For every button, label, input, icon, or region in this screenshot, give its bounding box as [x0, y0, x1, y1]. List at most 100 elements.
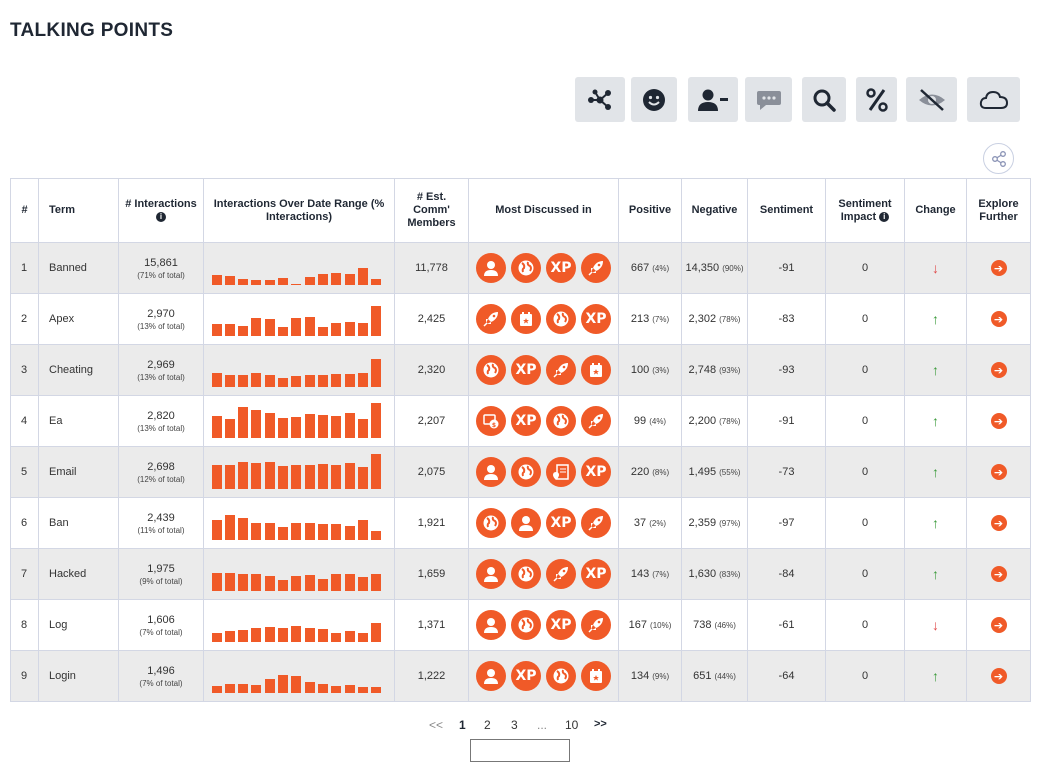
sentiment-button[interactable]: [631, 77, 677, 122]
col-over-range[interactable]: Interactions Over Date Range (% Interact…: [203, 178, 395, 243]
info-icon[interactable]: i: [156, 211, 166, 222]
xp-icon[interactable]: XP: [581, 457, 611, 487]
negative-pct: (78%): [719, 417, 741, 426]
rocket-icon[interactable]: [581, 610, 611, 640]
sparkline-bar: [251, 373, 262, 387]
col-impact[interactable]: Sentiment Impact i: [825, 178, 905, 243]
search-button[interactable]: [802, 77, 846, 122]
positive-pct: (2%): [649, 519, 667, 528]
share-button[interactable]: [983, 143, 1014, 174]
page-link-3[interactable]: 3: [511, 718, 518, 732]
hide-button[interactable]: [906, 77, 957, 122]
percent-button[interactable]: [856, 77, 897, 122]
xp-icon[interactable]: XP: [511, 406, 541, 436]
sparkline-bar: [304, 375, 315, 387]
globe-icon[interactable]: [511, 559, 541, 589]
user-icon[interactable]: [511, 508, 541, 538]
table-row[interactable]: 8 Log 1,606 (7% of total) 1,371 XP 167 (10%) 73…: [10, 599, 1031, 651]
positive-count: 213: [630, 313, 650, 325]
sparkline-bar: [317, 415, 328, 438]
user-icon[interactable]: [476, 661, 506, 691]
calendar-icon[interactable]: [511, 304, 541, 334]
page-link-1[interactable]: 1: [459, 718, 466, 732]
xp-icon[interactable]: XP: [546, 508, 576, 538]
remove-user-button[interactable]: [688, 77, 738, 122]
row-rank: 9: [10, 650, 39, 702]
sparkline-bar: [278, 580, 288, 591]
explore-arrow-icon[interactable]: ➔: [990, 362, 1007, 378]
info-icon[interactable]: i: [879, 211, 890, 222]
globe-icon[interactable]: [511, 610, 541, 640]
sparkline-bar: [331, 524, 342, 540]
col-members[interactable]: # Est. Comm' Members: [394, 178, 469, 243]
interaction-share: (12% of total): [137, 474, 185, 484]
col-negative[interactable]: Negative: [681, 178, 748, 243]
comments-button[interactable]: [745, 77, 792, 122]
explore-arrow-icon[interactable]: ➔: [990, 566, 1007, 582]
col-change[interactable]: Change: [904, 178, 967, 243]
row-impact: 0: [825, 548, 905, 600]
user-icon[interactable]: [476, 253, 506, 283]
sparkline-bar: [331, 323, 342, 336]
explore-arrow-icon[interactable]: ➔: [990, 413, 1007, 429]
explore-arrow-icon[interactable]: ➔: [990, 515, 1007, 531]
globe-icon[interactable]: [546, 304, 576, 334]
table-row[interactable]: 7 Hacked 1,975 (9% of total) 1,659 XP 143 (7%)…: [10, 548, 1031, 600]
next-page-link[interactable]: >>: [594, 718, 607, 730]
user-icon[interactable]: [476, 559, 506, 589]
sparkline-bar: [278, 466, 288, 489]
explore-arrow-icon[interactable]: ➔: [990, 464, 1007, 480]
col-sentiment[interactable]: Sentiment: [747, 178, 826, 243]
xp-icon[interactable]: XP: [546, 610, 576, 640]
globe-icon[interactable]: [511, 457, 541, 487]
table-row[interactable]: 4 Ea 2,820 (13% of total) 2,207 $ XP 99 (4%) 2,2…: [10, 395, 1031, 447]
row-members: 2,425: [394, 293, 469, 345]
table-row[interactable]: 1 Banned 15,861 (71% of total) 11,778 XP 667 (…: [10, 242, 1031, 294]
sparkline-bar: [291, 676, 302, 693]
rocket-icon[interactable]: [581, 406, 611, 436]
explore-arrow-icon[interactable]: ➔: [990, 260, 1007, 276]
explore-arrow-icon[interactable]: ➔: [990, 668, 1007, 684]
calendar-icon[interactable]: [581, 661, 611, 691]
globe-icon[interactable]: [476, 355, 506, 385]
sparkline-bar: [317, 629, 328, 642]
rocket-icon[interactable]: [581, 253, 611, 283]
table-row[interactable]: 9 Login 1,496 (7% of total) 1,222 XP 134 (9%) 6…: [10, 650, 1031, 702]
user-icon[interactable]: [476, 457, 506, 487]
page-link-2[interactable]: 2: [484, 718, 491, 732]
table-row[interactable]: 6 Ban 2,439 (11% of total) 1,921 XP 37 (2%) 2,3…: [10, 497, 1031, 549]
map-doc-icon[interactable]: [546, 457, 576, 487]
xp-icon[interactable]: XP: [546, 253, 576, 283]
globe-icon[interactable]: [546, 406, 576, 436]
rocket-icon[interactable]: [476, 304, 506, 334]
xp-icon[interactable]: XP: [511, 355, 541, 385]
network-button[interactable]: [575, 77, 625, 122]
rocket-icon[interactable]: [546, 355, 576, 385]
user-icon[interactable]: [476, 610, 506, 640]
row-change: ↑: [904, 344, 967, 396]
globe-icon[interactable]: [511, 253, 541, 283]
row-channels: XP: [468, 293, 619, 345]
xp-icon[interactable]: XP: [511, 661, 541, 691]
page-number-input[interactable]: [470, 739, 570, 762]
col-interactions[interactable]: # Interactions i: [118, 178, 204, 243]
table-row[interactable]: 5 Email 2,698 (12% of total) 2,075 XP 220 (8%)…: [10, 446, 1031, 498]
rocket-icon[interactable]: [546, 559, 576, 589]
calendar-icon[interactable]: [581, 355, 611, 385]
money-icon[interactable]: $: [476, 406, 506, 436]
word-cloud-button[interactable]: [967, 77, 1020, 122]
explore-arrow-icon[interactable]: ➔: [990, 617, 1007, 633]
explore-arrow-icon[interactable]: ➔: [990, 311, 1007, 327]
page-link-10[interactable]: 10: [565, 718, 579, 732]
xp-icon[interactable]: XP: [581, 304, 611, 334]
rocket-icon[interactable]: [581, 508, 611, 538]
globe-icon[interactable]: [476, 508, 506, 538]
col-term[interactable]: Term: [38, 178, 119, 243]
globe-icon[interactable]: [546, 661, 576, 691]
xp-icon[interactable]: XP: [581, 559, 611, 589]
col-positive[interactable]: Positive: [618, 178, 682, 243]
col-rank[interactable]: #: [10, 178, 39, 243]
table-row[interactable]: 3 Cheating 2,969 (13% of total) 2,320 XP 100 (…: [10, 344, 1031, 396]
prev-page-link[interactable]: <<: [429, 718, 444, 732]
table-row[interactable]: 2 Apex 2,970 (13% of total) 2,425 XP 213 (7%) 2…: [10, 293, 1031, 345]
